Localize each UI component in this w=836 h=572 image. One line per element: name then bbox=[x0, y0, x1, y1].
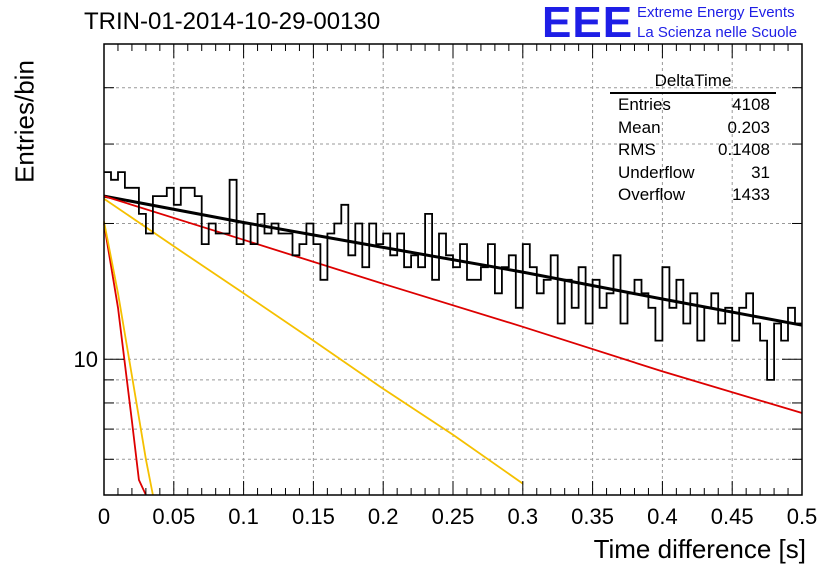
stat-label: Underflow bbox=[618, 162, 695, 182]
x-tick-label: 0.5 bbox=[787, 504, 818, 529]
fit-curve bbox=[103, 223, 147, 496]
fit-curve bbox=[103, 221, 154, 496]
x-tick-label: 0.35 bbox=[571, 504, 614, 529]
x-tick-label: 0.1 bbox=[228, 504, 259, 529]
y-axis-label-box: Entries/bin bbox=[8, 56, 40, 186]
stat-value: 1433 bbox=[732, 185, 770, 204]
stat-row-entries: Entries 4108 bbox=[610, 94, 776, 117]
stat-row-underflow: Underflow 31 bbox=[610, 162, 776, 185]
x-tick-label: 0.4 bbox=[647, 504, 678, 529]
fit-curve bbox=[103, 195, 803, 414]
grid-layer bbox=[104, 44, 802, 495]
stat-row-overflow: Overflow 1433 bbox=[610, 184, 776, 207]
logo-line-1: Extreme Energy Events bbox=[637, 4, 795, 21]
axis-layer: 0 0.05 0.1 0.15 0.2 0.25 0.3 0.35 0.4 0.45 0.5 10 bbox=[74, 43, 818, 529]
x-tick-label: 0.3 bbox=[508, 504, 539, 529]
stat-label: Overflow bbox=[618, 185, 686, 204]
stat-row-mean: Mean 0.203 bbox=[610, 117, 776, 140]
stat-label: Mean bbox=[618, 117, 661, 137]
x-tick-label: 0.2 bbox=[368, 504, 399, 529]
plot-title: TRIN-01-2014-10-29-00130 bbox=[84, 8, 381, 35]
histogram-steps bbox=[104, 171, 802, 381]
x-tick-label: 0.05 bbox=[152, 504, 195, 529]
stats-title: DeltaTime bbox=[610, 70, 776, 94]
stat-value: 4108 bbox=[732, 95, 770, 114]
stat-value: 0.1408 bbox=[718, 140, 770, 159]
x-tick-label: 0.15 bbox=[292, 504, 335, 529]
stat-value: 31 bbox=[751, 162, 770, 182]
y-tick-label: 10 bbox=[74, 347, 98, 372]
x-tick-label: 0.25 bbox=[432, 504, 475, 529]
stat-value: 0.203 bbox=[727, 117, 770, 137]
stat-row-rms: RMS 0.1408 bbox=[610, 139, 776, 162]
fit-curve bbox=[103, 197, 524, 485]
histogram-layer bbox=[104, 171, 802, 381]
stats-box: DeltaTime Entries 4108 Mean 0.203 RMS 0.… bbox=[610, 70, 776, 207]
stat-label: Entries bbox=[618, 95, 671, 114]
x-tick-label: 0 bbox=[98, 504, 110, 529]
eee-logo: EEE bbox=[542, 0, 634, 47]
x-tick-label: 0.45 bbox=[711, 504, 754, 529]
logo-line-2: La Scienza nelle Scuole bbox=[637, 24, 798, 41]
stat-label: RMS bbox=[618, 140, 656, 159]
y-axis-label: Entries/bin bbox=[9, 60, 40, 183]
x-axis-label: Time difference [s] bbox=[593, 534, 806, 564]
